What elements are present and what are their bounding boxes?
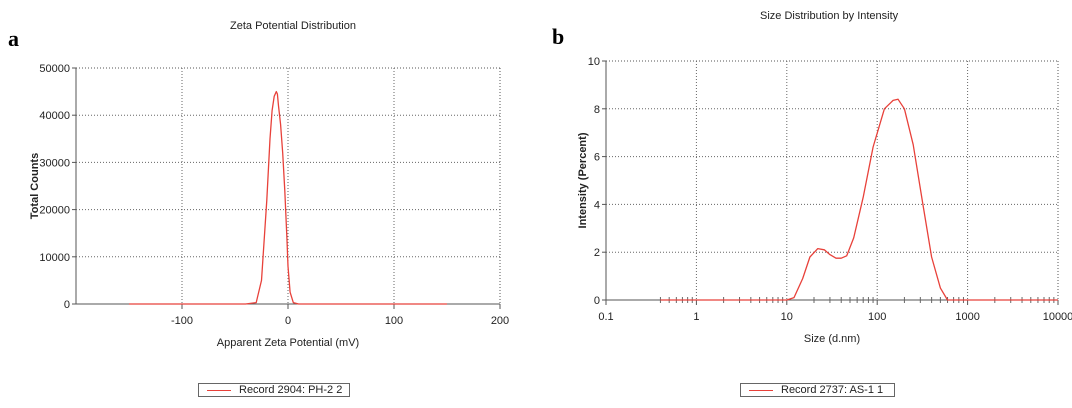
chart-b-y-tick-label: 10	[588, 56, 600, 68]
chart-a-y-tick-label: 20000	[39, 205, 70, 217]
chart-b-x-tick-label: 10000	[1043, 311, 1072, 323]
chart-a-y-tick-label: 30000	[39, 157, 70, 169]
chart-a-x-tick-label: 100	[385, 315, 403, 327]
chart-a-y-tick-label: 40000	[39, 110, 70, 122]
chart-b-y-tick-label: 6	[594, 152, 600, 164]
chart-b-series-line	[660, 98, 1058, 301]
chart-a-x-axis-title: Apparent Zeta Potential (mV)	[217, 337, 359, 349]
chart-b-y-axis-title: Intensity (Percent)	[577, 132, 589, 228]
chart-b-y-tick-label: 8	[594, 104, 600, 116]
chart-a-x-tick-label: 0	[285, 315, 291, 327]
chart-b-title: Size Distribution by Intensity	[760, 10, 899, 22]
chart-b-x-tick-label: 100	[868, 311, 886, 323]
panel-label-a: a	[8, 26, 19, 51]
legend-b-label: Record 2737: AS-1 1	[781, 384, 884, 396]
chart-a-y-tick-label: 10000	[39, 252, 70, 264]
chart-b-x-axis-title: Size (d.nm)	[804, 333, 860, 345]
chart-a-y-tick-label: 0	[64, 299, 70, 311]
chart-a-y-tick-label: 50000	[39, 63, 70, 75]
chart-b-x-tick-label: 1000	[955, 311, 979, 323]
chart-a-series-line	[129, 90, 447, 305]
chart-a-y-axis-title: Total Counts	[29, 153, 41, 219]
chart-a-x-tick-label: -100	[171, 315, 193, 327]
chart-b-x-tick-label: 1	[693, 311, 699, 323]
chart-b-y-tick-label: 2	[594, 247, 600, 259]
legend-a: Record 2904: PH-2 2	[198, 383, 350, 397]
legend-a-label: Record 2904: PH-2 2	[239, 384, 343, 396]
chart-a-title: Zeta Potential Distribution	[230, 20, 356, 32]
legend-b: Record 2737: AS-1 1	[740, 383, 895, 397]
chart-b-y-tick-label: 0	[594, 295, 600, 307]
chart-b-x-tick-label: 10	[781, 311, 793, 323]
panel-label-b: b	[552, 24, 565, 49]
chart-b-y-tick-label: 4	[594, 199, 600, 211]
legend-a-swatch	[207, 389, 231, 391]
chart-a-x-tick-label: 200	[491, 315, 509, 327]
chart-b-x-tick-label: 0.1	[598, 311, 613, 323]
legend-b-swatch	[749, 389, 773, 391]
